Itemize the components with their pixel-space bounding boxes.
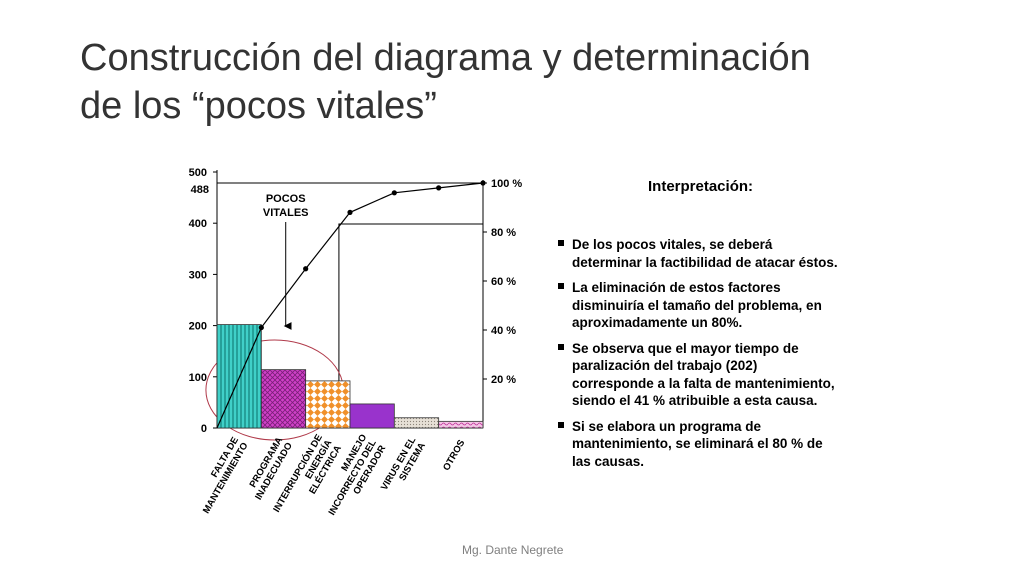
interpretation-heading: Interpretación: bbox=[648, 178, 754, 195]
cumulative-point bbox=[258, 324, 264, 331]
bar-5 bbox=[393, 417, 440, 429]
slide-footer: Mg. Dante Negrete bbox=[462, 543, 564, 557]
interpretation-item: Si se elabora un programa de mantenimien… bbox=[558, 418, 838, 471]
interpretation-list: De los pocos vitales, se deberá determin… bbox=[558, 236, 838, 478]
cutoff-line bbox=[338, 223, 483, 428]
cumulative-point bbox=[480, 180, 486, 186]
chart-bars bbox=[216, 324, 484, 429]
category-label: OTROS bbox=[441, 438, 467, 473]
left-tick-label: 200 bbox=[189, 321, 207, 333]
right-tick-label: 80 % bbox=[491, 227, 516, 239]
right-tick-label: 40 % bbox=[491, 325, 516, 337]
cumulative-point bbox=[347, 209, 353, 215]
bar-4 bbox=[349, 403, 395, 429]
cumulative-point bbox=[303, 266, 309, 272]
pocos-vitales-label: VITALES bbox=[263, 207, 309, 219]
pareto-chart: 0 100 200 300 400 500 488 20 % 40 % 60 % 80 % 100 %… bbox=[189, 167, 523, 517]
slide-title: Construcción del diagrama y determinació… bbox=[80, 34, 980, 130]
slide-title-line-2: de los “pocos vitales” bbox=[80, 85, 437, 127]
cumulative-point bbox=[391, 190, 397, 196]
cumulative-point bbox=[436, 185, 442, 191]
right-tick-label: 20 % bbox=[491, 374, 516, 386]
bar-3 bbox=[305, 380, 351, 429]
right-tick-label: 100 % bbox=[491, 178, 522, 190]
left-tick-label: 300 bbox=[189, 269, 207, 281]
left-tick-label: 100 bbox=[189, 372, 207, 384]
slide-title-line-1: Construcción del diagrama y determinació… bbox=[80, 37, 811, 79]
interpretation-item: La eliminación de estos factores disminu… bbox=[558, 279, 838, 332]
left-tick-label: 0 bbox=[201, 423, 207, 435]
interpretation-item: Se observa que el mayor tiempo de parali… bbox=[558, 340, 838, 410]
interpretation-item: De los pocos vitales, se deberá determin… bbox=[558, 236, 838, 271]
left-tick-label: 500 bbox=[189, 167, 207, 179]
bar-6 bbox=[438, 420, 484, 429]
left-tick-label: 400 bbox=[189, 218, 207, 230]
left-extra-tick-label: 488 bbox=[191, 184, 209, 196]
right-tick-label: 60 % bbox=[491, 276, 516, 288]
bar-2 bbox=[260, 369, 307, 429]
pocos-vitales-label: POCOS bbox=[266, 193, 306, 205]
cumulative-line bbox=[216, 180, 486, 429]
category-label-line: OTROS bbox=[441, 438, 467, 473]
